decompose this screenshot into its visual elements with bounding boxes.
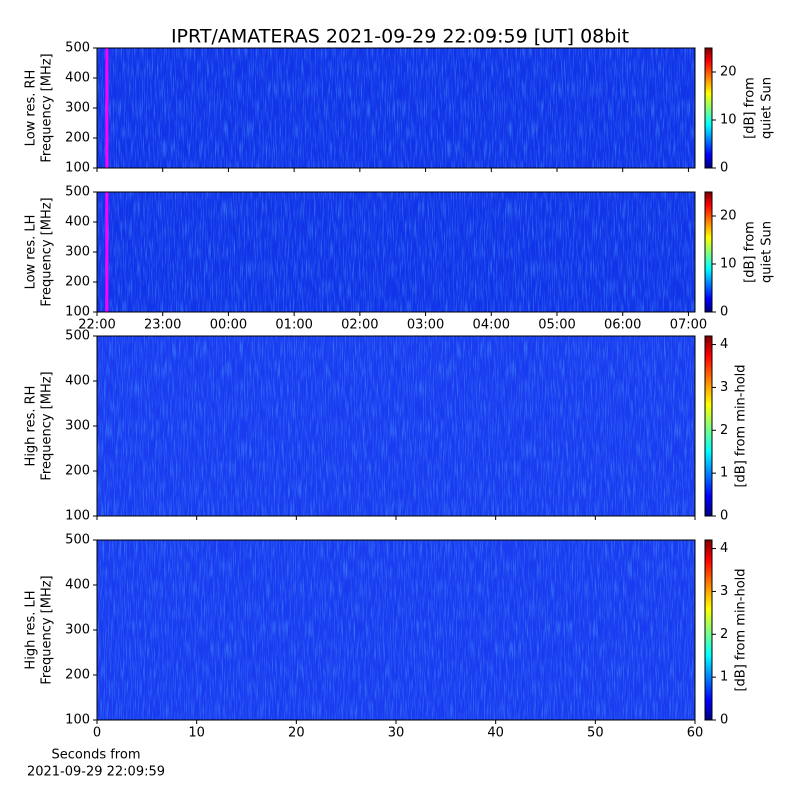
colorbar-tick-label: 0 bbox=[720, 509, 728, 524]
colorbar-tick-label: 0 bbox=[720, 161, 728, 176]
colorbar-label: [dB] from bbox=[743, 77, 758, 139]
y-tick-label: 400 bbox=[65, 578, 90, 593]
y-tick-label: 300 bbox=[65, 623, 90, 638]
spectrogram-texture bbox=[97, 540, 695, 720]
y-tick-label: 400 bbox=[65, 374, 90, 389]
colorbar-tick-label: 3 bbox=[720, 380, 728, 395]
colorbar-tick-label: 2 bbox=[720, 627, 728, 642]
y-axis-label: Low res. RH bbox=[24, 70, 39, 147]
colorbar-tick-label: 10 bbox=[720, 113, 737, 128]
y-tick-label: 200 bbox=[65, 668, 90, 683]
y-tick-label: 500 bbox=[65, 533, 90, 548]
colorbar-tick-label: 4 bbox=[720, 337, 728, 352]
x-tick-label: 60 bbox=[687, 726, 704, 741]
x-tick-label: 30 bbox=[388, 726, 405, 741]
x-tick-label: 10 bbox=[188, 726, 205, 741]
colorbar bbox=[704, 191, 713, 313]
y-tick-label: 200 bbox=[65, 464, 90, 479]
colorbar-tick-label: 0 bbox=[720, 305, 728, 320]
colorbar-label: quiet Sun bbox=[760, 77, 775, 139]
y-axis-label: Frequency [MHz] bbox=[40, 575, 55, 684]
y-axis-label: Frequency [MHz] bbox=[40, 197, 55, 306]
x-tick-label: 02:00 bbox=[341, 318, 378, 333]
y-axis-label: Low res. LH bbox=[24, 215, 39, 290]
spectrogram-texture bbox=[97, 336, 695, 516]
colorbar bbox=[704, 335, 713, 517]
y-axis-label: High res. LH bbox=[24, 590, 39, 669]
y-tick-label: 200 bbox=[65, 131, 90, 146]
y-tick-label: 500 bbox=[65, 185, 90, 200]
x-tick-label: 01:00 bbox=[275, 318, 312, 333]
colorbar-label: quiet Sun bbox=[760, 221, 775, 283]
colorbar-tick-label: 1 bbox=[720, 466, 728, 481]
colorbar-label: [dB] from min-hold bbox=[734, 364, 749, 487]
y-tick-label: 100 bbox=[65, 713, 90, 728]
x-tick-label: 00:00 bbox=[210, 318, 247, 333]
colorbar-tick-label: 3 bbox=[720, 584, 728, 599]
y-tick-label: 100 bbox=[65, 161, 90, 176]
x-tick-label: 0 bbox=[93, 726, 101, 741]
y-axis-label: Frequency [MHz] bbox=[40, 371, 55, 480]
colorbar-tick-label: 10 bbox=[720, 257, 737, 272]
y-tick-label: 400 bbox=[65, 71, 90, 86]
spectrogram-texture bbox=[97, 48, 695, 168]
colorbar-label: [dB] from bbox=[743, 221, 758, 283]
y-tick-label: 500 bbox=[65, 41, 90, 56]
colorbar bbox=[704, 539, 713, 721]
x-tick-label: 05:00 bbox=[538, 318, 575, 333]
y-tick-label: 300 bbox=[65, 419, 90, 434]
x-tick-label: 23:00 bbox=[144, 318, 181, 333]
x-axis-label: 2021-09-29 22:09:59 bbox=[27, 765, 165, 780]
chart-title: IPRT/AMATERAS 2021-09-29 22:09:59 [UT] 0… bbox=[171, 26, 629, 48]
y-tick-label: 300 bbox=[65, 101, 90, 116]
y-axis-label: High res. RH bbox=[24, 386, 39, 467]
colorbar-tick-label: 1 bbox=[720, 670, 728, 685]
x-tick-label: 40 bbox=[487, 726, 504, 741]
spectrogram-texture bbox=[97, 192, 695, 312]
y-tick-label: 300 bbox=[65, 245, 90, 260]
x-tick-label: 50 bbox=[587, 726, 604, 741]
x-tick-label: 04:00 bbox=[473, 318, 510, 333]
y-tick-label: 500 bbox=[65, 329, 90, 344]
colorbar-tick-label: 0 bbox=[720, 713, 728, 728]
x-tick-label: 03:00 bbox=[407, 318, 444, 333]
colorbar bbox=[704, 47, 713, 169]
y-tick-label: 400 bbox=[65, 215, 90, 230]
x-tick-label: 22:00 bbox=[78, 318, 115, 333]
colorbar-tick-label: 2 bbox=[720, 423, 728, 438]
colorbar-label: [dB] from min-hold bbox=[734, 568, 749, 691]
y-tick-label: 200 bbox=[65, 275, 90, 290]
x-tick-label: 07:00 bbox=[670, 318, 707, 333]
colorbar-tick-label: 20 bbox=[720, 65, 737, 80]
x-tick-label: 20 bbox=[288, 726, 305, 741]
y-axis-label: Frequency [MHz] bbox=[40, 53, 55, 162]
y-tick-label: 100 bbox=[65, 305, 90, 320]
x-axis-label: Seconds from bbox=[51, 748, 140, 763]
y-tick-label: 100 bbox=[65, 509, 90, 524]
colorbar-tick-label: 4 bbox=[720, 541, 728, 556]
colorbar-tick-label: 20 bbox=[720, 209, 737, 224]
x-tick-label: 06:00 bbox=[604, 318, 641, 333]
